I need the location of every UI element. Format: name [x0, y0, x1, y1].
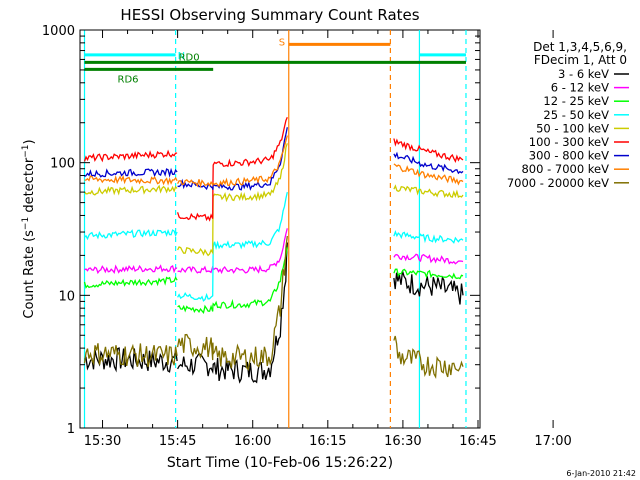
flag-label-1: N	[178, 51, 185, 62]
legend-label-5: 100 - 300 keV	[529, 135, 609, 149]
series-5-segment-2	[393, 138, 464, 163]
series-6-segment-2	[393, 151, 464, 175]
y-axis-label-sup2: −1	[21, 144, 31, 157]
axis-ticks: 15:30 15:45 16:00 16:15 16:30 16:45 17:00 1 10 10…	[42, 24, 572, 449]
series-4-segment-1	[177, 143, 288, 257]
series-5-segment-0	[83, 149, 178, 163]
legend-label-3: 25 - 50 keV	[543, 108, 609, 122]
series-8-segment-1	[176, 235, 288, 371]
x-tick-label-3: 16:15	[309, 434, 346, 449]
x-axis-label: Start Time (10-Feb-06 15:26:22)	[167, 455, 393, 471]
series-8	[83, 235, 464, 380]
series-5-segment-1	[176, 116, 288, 222]
y-tick-label-3: 1000	[42, 24, 75, 39]
legend-label-1: 6 - 12 keV	[551, 81, 609, 95]
legend-label-8: 7000 - 20000 keV	[507, 176, 609, 190]
y-tick-label-0: 1	[67, 422, 75, 437]
series-2-segment-0	[83, 276, 178, 289]
series-3	[84, 191, 464, 302]
x-tick-label-6: 17:00	[534, 434, 571, 449]
series-0-segment-1	[177, 242, 288, 384]
series-6-segment-0	[84, 167, 178, 178]
y-tick-label-1: 10	[58, 289, 75, 304]
y-tick-label-2: 100	[50, 157, 75, 172]
legend-label-7: 800 - 7000 keV	[521, 162, 609, 176]
series-1-segment-2	[393, 253, 464, 265]
series-4-segment-0	[83, 184, 178, 196]
y-axis-label-mid: detector	[22, 157, 37, 217]
series-2-segment-2	[393, 268, 464, 280]
series-2	[83, 247, 464, 314]
series-7	[84, 135, 464, 189]
series-4-segment-2	[393, 184, 464, 198]
x-tick-label-1: 15:45	[159, 434, 196, 449]
legend: Det 1,3,4,5,6,9,FDecim 1, Att 03 - 6 keV…	[507, 40, 629, 190]
x-tick-label-0: 15:30	[84, 434, 121, 449]
y-axis-label-main: Count Rate (s	[22, 230, 37, 319]
chart-title: HESSI Observing Summary Count Rates	[120, 6, 419, 24]
series-8-segment-0	[83, 343, 178, 367]
series-2-segment-1	[177, 247, 288, 314]
series-4	[83, 143, 464, 257]
flag-label-5: RD6	[118, 74, 139, 85]
series-5	[83, 116, 464, 222]
flag-label-4: RD0	[179, 52, 200, 63]
y-axis-label: Count Rate (s−1 detector−1)	[21, 139, 37, 318]
series-7-segment-1	[177, 135, 288, 189]
footer-date: 6-Jan-2010 21:42	[566, 469, 636, 478]
legend-header-0: Det 1,3,4,5,6,9,	[533, 40, 627, 54]
series-8-segment-2	[393, 335, 464, 380]
flag-label-3: S	[279, 37, 285, 48]
series-3-segment-0	[84, 228, 178, 241]
x-tick-label-2: 16:00	[234, 434, 271, 449]
x-tick-label-5: 16:45	[459, 434, 496, 449]
series-1	[84, 228, 464, 275]
series-7-segment-0	[84, 174, 178, 186]
legend-label-4: 50 - 100 keV	[536, 121, 609, 135]
series-lines	[83, 116, 464, 384]
legend-label-6: 300 - 800 keV	[529, 149, 609, 163]
flag-bars: N S RD0 RD6	[84, 37, 466, 85]
series-1-segment-1	[177, 228, 288, 275]
series-3-segment-2	[393, 230, 464, 244]
series-0-segment-2	[393, 270, 464, 305]
series-3-segment-1	[177, 191, 288, 302]
y-axis-label-sup1: −1	[21, 217, 31, 230]
plot-area	[79, 29, 481, 429]
x-tick-label-4: 16:30	[384, 434, 421, 449]
legend-label-0: 3 - 6 keV	[558, 67, 609, 81]
series-7-segment-2	[393, 163, 464, 186]
series-1-segment-0	[84, 264, 178, 275]
legend-label-2: 12 - 25 keV	[543, 94, 609, 108]
y-axis-label-end: )	[22, 139, 37, 144]
legend-header-1: FDecim 1, Att 0	[534, 53, 627, 67]
